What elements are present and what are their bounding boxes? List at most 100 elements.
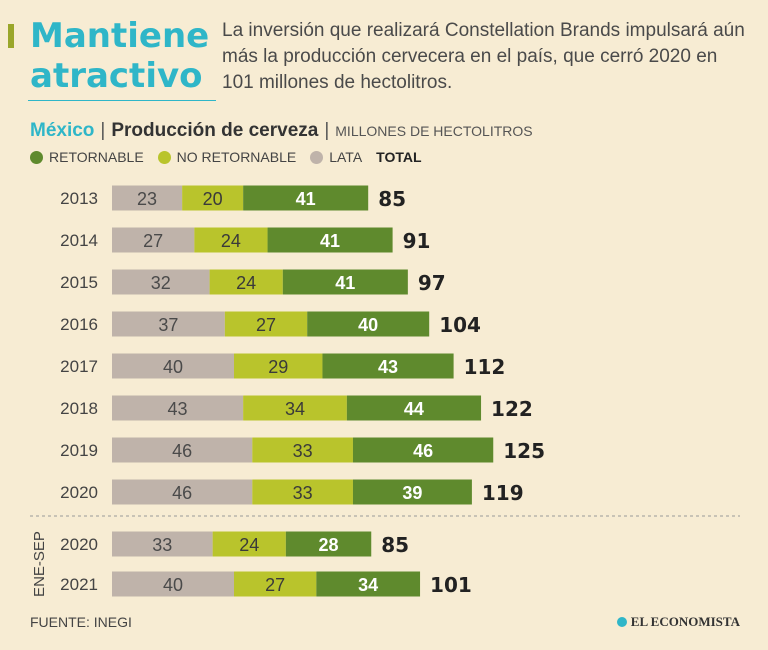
data-label-retornable: 41 (296, 189, 316, 209)
bar-segment-retornable (352, 437, 494, 463)
data-label-retornable: 39 (402, 483, 422, 503)
data-label-retornable: 40 (358, 315, 378, 335)
legend-item-retornable: RETORNABLE (30, 149, 144, 165)
bar-segment-retornable (352, 479, 472, 505)
bar-segment-retornable (267, 227, 393, 253)
subtitle-separator: | (100, 120, 106, 141)
bar-segment-lata (112, 437, 253, 463)
year-label: 2019 (60, 441, 98, 460)
data-label-lata: 43 (168, 399, 188, 419)
data-label-lata: 37 (158, 315, 178, 335)
chart-legend: RETORNABLE NO RETORNABLE LATA TOTAL (30, 149, 422, 165)
data-label-no-retornable: 27 (265, 575, 285, 595)
data-label-retornable: 43 (378, 357, 398, 377)
headline-line-2: atractivo (30, 56, 203, 96)
total-label: 104 (439, 313, 481, 337)
bar-segment-lata (112, 185, 183, 211)
data-label-retornable: 46 (413, 441, 433, 461)
legend-label-retornable: RETORNABLE (49, 149, 144, 165)
subtitle-separator: | (324, 120, 330, 141)
total-label: 119 (482, 481, 524, 505)
bar-segment-lata (112, 353, 234, 379)
data-label-lata: 46 (172, 441, 192, 461)
legend-label-no-retornable: NO RETORNABLE (176, 149, 297, 165)
legend-label-total: TOTAL (376, 149, 422, 165)
data-label-retornable: 34 (358, 575, 378, 595)
data-label-lata: 23 (137, 189, 157, 209)
bar-segment-lata (112, 227, 195, 253)
bar-segment-lata (112, 479, 253, 505)
year-label: 2016 (60, 315, 98, 334)
bar-segment-no-retornable (252, 437, 353, 463)
data-label-no-retornable: 34 (285, 399, 305, 419)
subtitle-units: MILLONES DE HECTOLITROS (335, 123, 533, 139)
bar-segment-retornable (282, 269, 408, 295)
bar-segment-no-retornable (234, 353, 323, 379)
data-label-retornable: 41 (335, 273, 355, 293)
bar-segment-retornable (285, 531, 372, 557)
data-label-no-retornable: 24 (221, 231, 241, 251)
legend-item-lata: LATA (310, 149, 362, 165)
subtitle-country: México (30, 120, 95, 141)
bar-segment-no-retornable (209, 269, 283, 295)
bar-segment-retornable (322, 353, 454, 379)
data-label-lata: 46 (172, 483, 192, 503)
data-label-lata: 40 (163, 357, 183, 377)
headline-rule (28, 100, 216, 101)
data-label-no-retornable: 29 (268, 357, 288, 377)
year-label: 2013 (60, 189, 98, 208)
subtitle-title: Producción de cerveza (111, 120, 319, 141)
bar-segment-retornable (307, 311, 430, 337)
bar-segment-retornable (316, 571, 421, 597)
total-label: 122 (491, 397, 533, 421)
bar-segment-no-retornable (194, 227, 268, 253)
accent-bar (8, 24, 14, 48)
bar-segment-lata (112, 395, 244, 421)
data-label-no-retornable: 20 (203, 189, 223, 209)
data-label-lata: 27 (143, 231, 163, 251)
bar-segment-retornable (346, 395, 482, 421)
year-label: 2018 (60, 399, 98, 418)
year-label: 2014 (60, 231, 98, 250)
bar-segment-no-retornable (224, 311, 308, 337)
data-label-retornable: 41 (320, 231, 340, 251)
data-label-no-retornable: 24 (236, 273, 256, 293)
headline: Mantiene atractivo (30, 16, 209, 96)
source-note: FUENTE: INEGI (30, 614, 132, 630)
period-label: ENE-SEP (31, 531, 48, 597)
bar-segment-no-retornable (252, 479, 353, 505)
year-label: 2020 (60, 483, 98, 502)
bar-segment-lata (112, 311, 225, 337)
total-label: 112 (464, 355, 506, 379)
data-label-lata: 32 (151, 273, 171, 293)
bar-segment-lata (112, 571, 234, 597)
chart-subtitle: México | Producción de cerveza | MILLONES DE… (30, 120, 533, 142)
bar-segment-lata (112, 269, 210, 295)
year-label: 2020 (60, 535, 98, 554)
bar-segment-retornable (243, 185, 369, 211)
legend-item-no-retornable: NO RETORNABLE (157, 149, 297, 165)
year-label: 2015 (60, 273, 98, 292)
data-label-lata: 40 (163, 575, 183, 595)
brand-icon (616, 617, 627, 627)
year-label: 2017 (60, 357, 98, 376)
brand-name: EL ECONOMISTA (630, 614, 740, 629)
total-label: 91 (403, 229, 431, 253)
total-label: 85 (378, 187, 406, 211)
bar-segment-no-retornable (182, 185, 244, 211)
data-label-no-retornable: 33 (293, 483, 313, 503)
legend-label-lata: LATA (329, 149, 363, 165)
total-label: 125 (503, 439, 545, 463)
intro-text: La inversión que realizará Constellation… (222, 20, 745, 93)
total-label: 97 (418, 271, 446, 295)
bar-segment-no-retornable (212, 531, 286, 557)
total-label: 101 (430, 573, 472, 597)
data-label-no-retornable: 33 (293, 441, 313, 461)
year-label: 2021 (60, 575, 98, 594)
legend-dot-lata (310, 150, 324, 164)
bar-segment-no-retornable (243, 395, 347, 421)
data-label-lata: 33 (152, 535, 172, 555)
total-label: 85 (381, 533, 409, 557)
data-label-retornable: 28 (319, 535, 339, 555)
